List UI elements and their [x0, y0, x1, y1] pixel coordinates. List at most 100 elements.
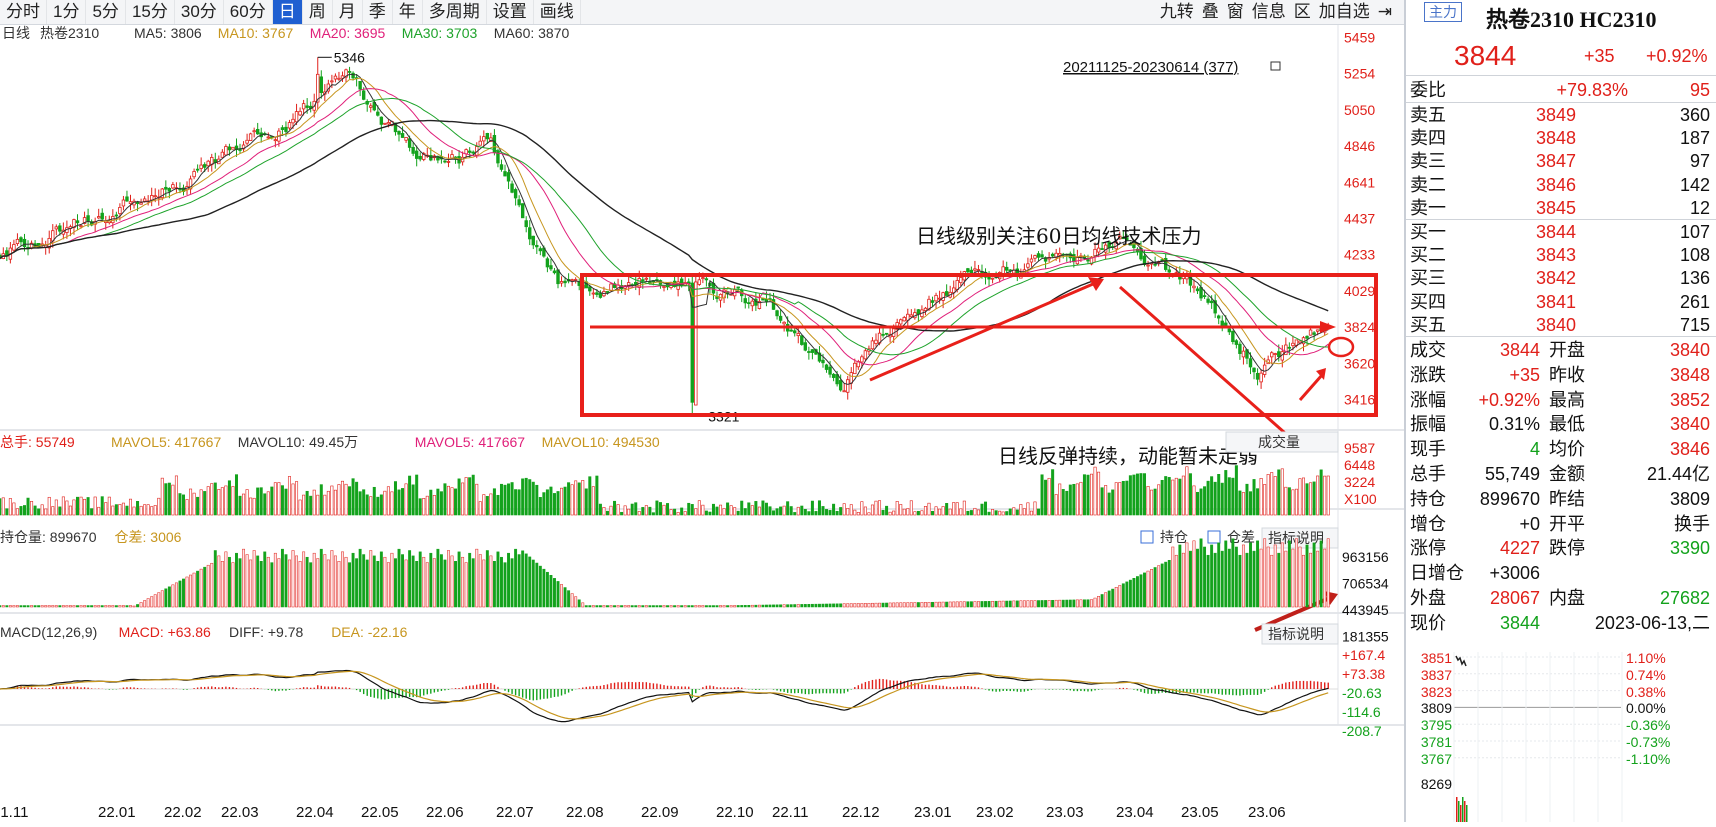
volume-bar: [1217, 473, 1221, 516]
mini-volume-bar: [1456, 797, 1458, 822]
toolbar-tool-1[interactable]: 叠: [1201, 2, 1219, 21]
candle-body: [414, 150, 419, 159]
volume-bar: [1326, 475, 1330, 516]
volume-bar: [595, 475, 599, 516]
oi-bar: [429, 552, 433, 608]
period-tab-6[interactable]: 日: [272, 0, 303, 24]
oi-bar: [535, 562, 539, 608]
oi-bar: [1234, 546, 1238, 608]
toolbar-tool-4[interactable]: 区: [1293, 2, 1311, 21]
mini-intraday-chart[interactable]: 3851 3837 3823 3809 3795 3781 3767 8269 1.10% 0.7…: [1406, 650, 1716, 822]
period-tab-8[interactable]: 月: [333, 0, 363, 24]
volume-bar: [987, 511, 991, 516]
period-tab-1[interactable]: 1分: [47, 0, 87, 24]
info-cell: 现手: [1410, 439, 1446, 460]
volume-bar: [1178, 478, 1182, 516]
oi-bar: [659, 605, 662, 608]
candle-body: [1277, 351, 1281, 357]
price-y-label: 5459: [1344, 29, 1375, 45]
candle-body: [743, 298, 747, 304]
toolbar-tool-3[interactable]: 信息: [1251, 2, 1286, 21]
candle-body: [870, 340, 875, 350]
volume-bar: [107, 496, 111, 516]
volume-bar: [153, 505, 157, 516]
period-tab-13[interactable]: 画线: [534, 0, 581, 24]
volume-bar: [355, 481, 359, 516]
volume-bar: [637, 511, 641, 516]
oi-bar: [249, 559, 253, 608]
volume-bar: [372, 486, 376, 516]
oi-bar: [973, 601, 977, 608]
volume-bar: [61, 496, 65, 516]
oi-bar: [1005, 600, 1009, 608]
volume-bar: [164, 483, 168, 516]
volume-bar: [1082, 474, 1086, 516]
period-tab-4[interactable]: 30分: [175, 0, 224, 24]
oi-bar: [818, 603, 821, 608]
oi-bar: [885, 602, 889, 608]
candle-body: [842, 390, 846, 393]
volume-bar: [40, 504, 44, 516]
volume-bar: [796, 506, 800, 516]
candle-body: [446, 161, 451, 163]
toolbar-tool-0[interactable]: 九转: [1159, 2, 1194, 21]
period-tab-3[interactable]: 15分: [126, 0, 175, 24]
period-tab-2[interactable]: 5分: [86, 0, 126, 24]
oi-bar: [167, 586, 171, 608]
volume-bar: [344, 483, 348, 516]
toolbar-tool-6[interactable]: ⇥: [1377, 2, 1392, 21]
chart-area[interactable]: 5459 5254 5050 4846 4641 4437 4233 4029 3824 3620…: [0, 25, 1404, 822]
volume-bar: [401, 488, 405, 516]
candle-body: [1217, 315, 1221, 319]
volume-bar: [711, 503, 715, 516]
period-tab-9[interactable]: 季: [363, 0, 393, 24]
volume-bar: [567, 482, 571, 516]
period-tab-10[interactable]: 年: [393, 0, 423, 24]
bid-qty: 136: [1679, 268, 1710, 289]
oi-bar: [545, 571, 549, 608]
ask-price: 3849: [1535, 105, 1576, 125]
candle-body: [125, 196, 129, 202]
bid-qty: 715: [1679, 314, 1710, 335]
volume-bar: [641, 507, 645, 516]
oi-bar: [750, 604, 754, 608]
oi-bar: [595, 605, 599, 608]
candle-body: [662, 286, 666, 288]
oi-bar: [30, 605, 34, 608]
oi-bar: [15, 605, 19, 608]
period-tab-12[interactable]: 设置: [487, 0, 534, 24]
kline-chart-svg[interactable]: 5459 5254 5050 4846 4641 4437 4233 4029 3824 3620…: [0, 25, 1404, 822]
oi-bar: [1287, 540, 1291, 608]
oi-bar: [934, 601, 938, 608]
period-tab-11[interactable]: 多周期: [423, 0, 487, 24]
candle-body: [195, 168, 200, 171]
volume-bar: [1291, 489, 1295, 516]
ask-row: 卖三 3847 97: [1406, 149, 1716, 174]
toolbar-tool-2[interactable]: 窗: [1226, 2, 1244, 21]
toolbar-tool-5[interactable]: 加自选: [1318, 2, 1370, 21]
bid-label: 买一: [1410, 222, 1446, 242]
candle-body: [1231, 330, 1235, 342]
volume-bar: [821, 506, 825, 516]
oi-bar: [33, 605, 37, 608]
mini-pct-label: -0.73%: [1626, 734, 1671, 750]
oi-bar: [182, 578, 185, 608]
volume-bar: [669, 509, 673, 516]
oi-bar: [104, 605, 108, 608]
oi-legend: 仓差: 3006: [115, 529, 182, 545]
volume-bar: [1150, 489, 1154, 516]
volume-bar: [1210, 476, 1214, 516]
info-cell: 跌停: [1549, 538, 1585, 559]
period-tab-7[interactable]: 周: [303, 0, 333, 24]
period-tab-5[interactable]: 60分: [224, 0, 273, 24]
volume-bar: [563, 486, 567, 516]
volume-bar: [602, 507, 606, 516]
candle-body: [319, 76, 323, 93]
volume-bar: [1319, 469, 1323, 516]
volume-bar: [26, 497, 30, 516]
volume-bar: [962, 500, 966, 516]
period-tab-0[interactable]: 分时: [0, 0, 47, 24]
candle-body: [626, 282, 631, 286]
oi-bar: [415, 561, 419, 608]
candle-body: [609, 283, 613, 291]
